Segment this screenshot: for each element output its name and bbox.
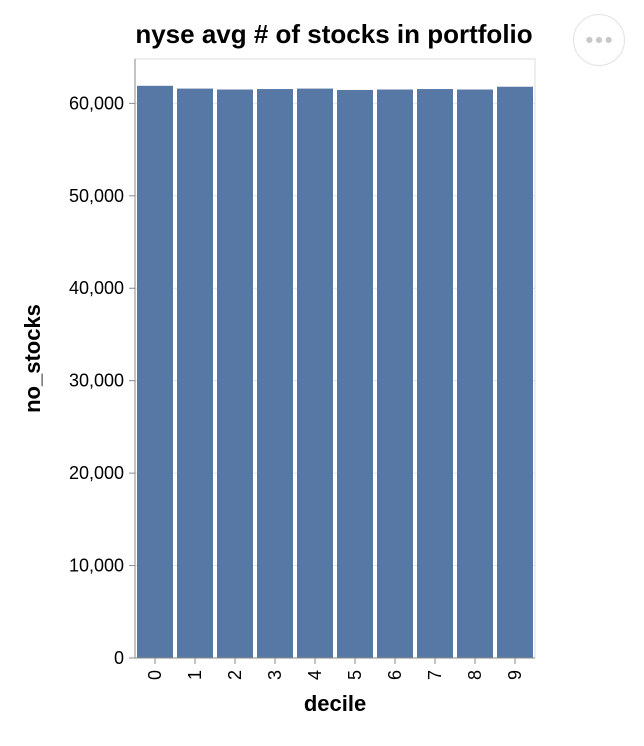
x-tick-label: 1 bbox=[185, 670, 205, 680]
bar-decile-4 bbox=[297, 88, 333, 658]
bars bbox=[137, 85, 533, 659]
actions-menu-button[interactable] bbox=[573, 14, 625, 66]
ellipsis-icon bbox=[586, 36, 612, 44]
y-tick-label: 0 bbox=[114, 648, 124, 668]
bar-decile-5 bbox=[337, 89, 373, 659]
x-tick-label: 6 bbox=[385, 670, 405, 680]
y-tick-label: 50,000 bbox=[69, 186, 124, 206]
y-tick-label: 30,000 bbox=[69, 371, 124, 391]
x-tick-label: 4 bbox=[305, 670, 325, 680]
bar-decile-1 bbox=[177, 88, 213, 658]
bar-decile-3 bbox=[257, 89, 293, 659]
bar-decile-7 bbox=[417, 89, 453, 659]
y-tick-label: 60,000 bbox=[69, 93, 124, 113]
x-axis: 0 1 2 3 4 5 6 7 8 9 bbox=[135, 657, 535, 680]
bar-decile-0 bbox=[137, 85, 173, 658]
chart-title: nyse avg # of stocks in portfolio bbox=[135, 19, 532, 49]
bar-decile-8 bbox=[457, 89, 493, 658]
y-axis: 0 10,000 20,000 30,000 40,000 50,000 60,000 bbox=[69, 59, 136, 668]
x-tick-label: 3 bbox=[265, 670, 285, 680]
y-tick-label: 20,000 bbox=[69, 463, 124, 483]
bar-decile-9 bbox=[497, 86, 533, 658]
x-tick-label: 0 bbox=[145, 670, 165, 680]
y-tick-label: 10,000 bbox=[69, 556, 124, 576]
x-tick-label: 2 bbox=[225, 670, 245, 680]
bar-decile-6 bbox=[377, 89, 413, 658]
bar-decile-2 bbox=[217, 89, 253, 658]
x-axis-title: decile bbox=[304, 691, 366, 716]
y-axis-title: no_stocks bbox=[20, 304, 45, 413]
x-tick-label: 5 bbox=[345, 670, 365, 680]
x-tick-label: 8 bbox=[465, 670, 485, 680]
x-tick-label: 7 bbox=[425, 670, 445, 680]
x-tick-label: 9 bbox=[505, 670, 525, 680]
y-tick-label: 40,000 bbox=[69, 278, 124, 298]
